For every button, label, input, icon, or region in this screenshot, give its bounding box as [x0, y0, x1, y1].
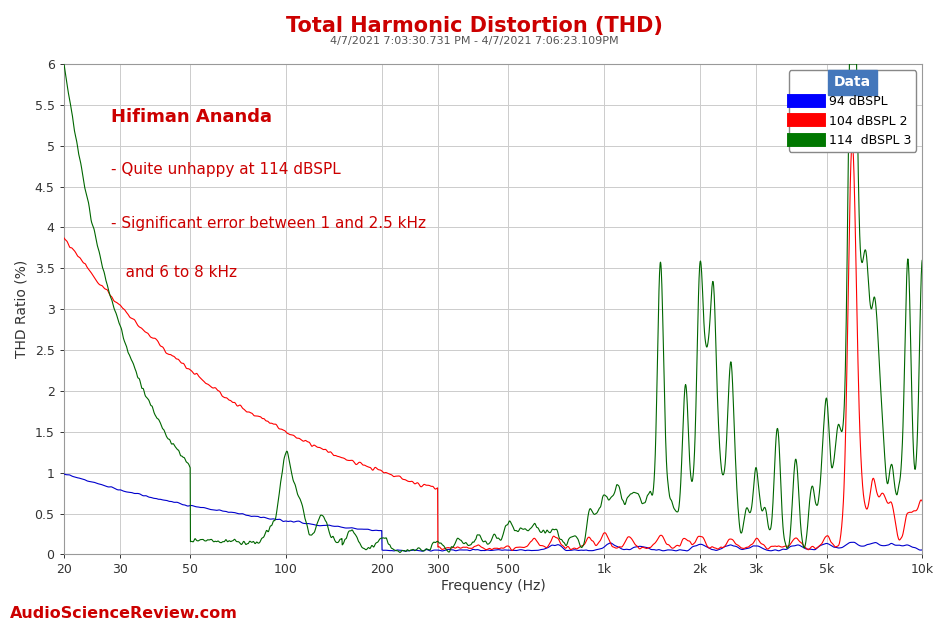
Text: AudioScienceReview.com: AudioScienceReview.com [9, 606, 237, 621]
Legend: 94 dBSPL, 104 dBSPL 2, 114  dBSPL 3: 94 dBSPL, 104 dBSPL 2, 114 dBSPL 3 [789, 70, 916, 152]
Text: - Significant error between 1 and 2.5 kHz: - Significant error between 1 and 2.5 kH… [111, 216, 426, 231]
Y-axis label: THD Ratio (%): THD Ratio (%) [15, 260, 29, 358]
Text: 4/7/2021 7:03:30.731 PM - 4/7/2021 7:06:23.109PM: 4/7/2021 7:03:30.731 PM - 4/7/2021 7:06:… [330, 36, 619, 46]
Text: Ap: Ap [804, 78, 830, 97]
Text: - Quite unhappy at 114 dBSPL: - Quite unhappy at 114 dBSPL [111, 162, 341, 177]
Text: and 6 to 8 kHz: and 6 to 8 kHz [111, 265, 237, 280]
X-axis label: Frequency (Hz): Frequency (Hz) [440, 579, 546, 593]
Text: Total Harmonic Distortion (THD): Total Harmonic Distortion (THD) [286, 16, 663, 36]
Text: Hifiman Ananda: Hifiman Ananda [111, 108, 271, 126]
